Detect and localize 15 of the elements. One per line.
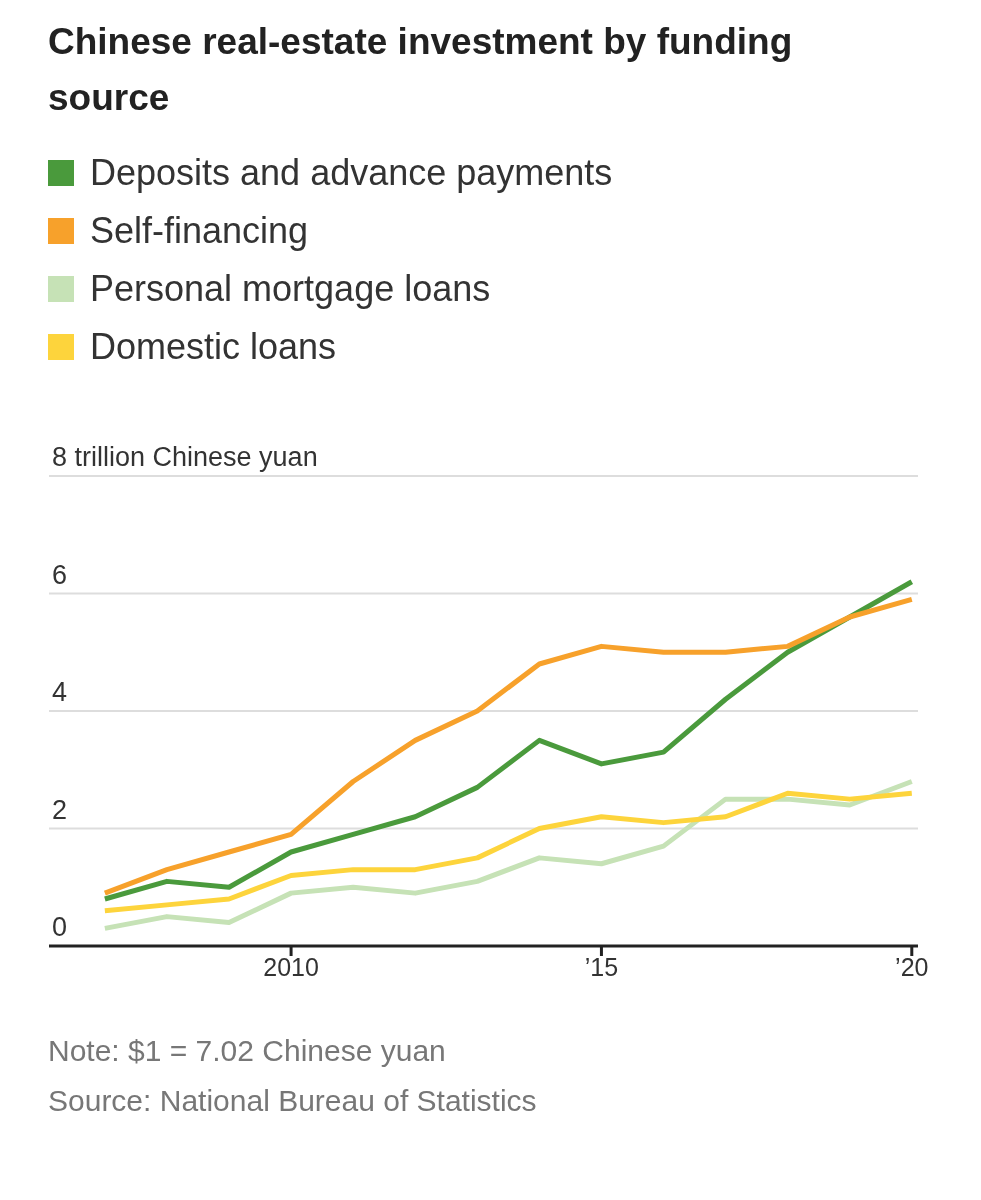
y-tick-label: 2 [52,794,68,825]
legend-label: Domestic loans [90,325,337,369]
legend-label: Self-financing [90,209,309,253]
y-tick-label: 0 [52,912,68,942]
x-tick-label: ’20 [895,952,929,981]
legend-label: Personal mortgage loans [90,267,491,311]
text: Note: $1 = 7.02 Chinese yuan [48,1033,447,1069]
legend-label: Deposits and advance payments [90,151,613,195]
source-note: Source: National Bureau of Statistics [48,1083,538,1119]
y-tick-label: 6 [52,559,68,590]
x-tick-label: ’15 [584,952,619,981]
x-tick-label: 2010 [263,952,319,981]
chart-title: Chinese real-estate investment by funding source [48,20,794,120]
y-tick-label: 4 [52,677,68,707]
y-tick-label: 8 trillion Chinese yuan [52,442,318,472]
